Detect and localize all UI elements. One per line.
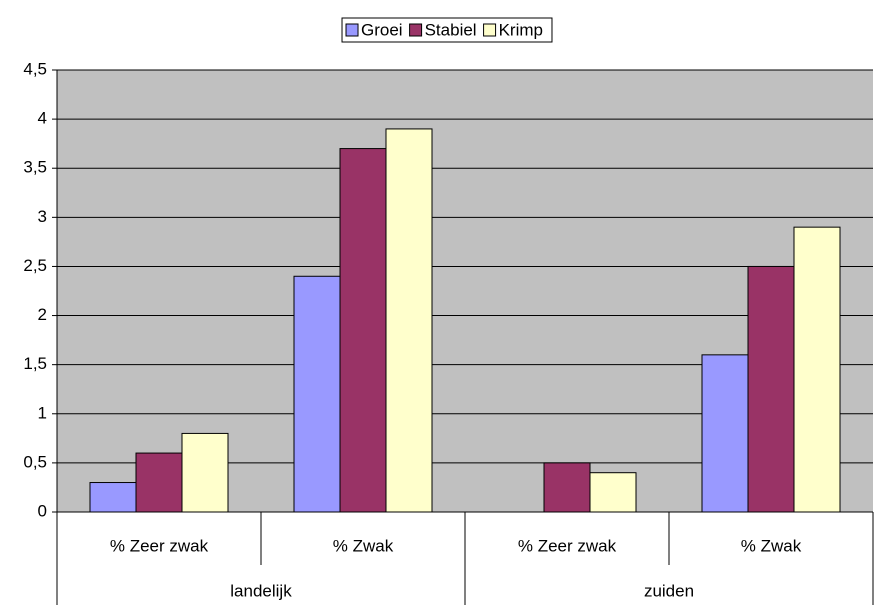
legend-swatch bbox=[483, 23, 497, 37]
legend-box bbox=[341, 17, 553, 43]
legend-swatch bbox=[345, 23, 359, 37]
y-tick-label: 0,5 bbox=[23, 452, 47, 471]
y-tick-label: 0 bbox=[38, 501, 47, 520]
y-tick-label: 4 bbox=[38, 109, 47, 128]
group-label: landelijk bbox=[230, 581, 292, 600]
y-tick-label: 3 bbox=[38, 207, 47, 226]
bar bbox=[589, 472, 637, 513]
y-tick-label: 3,5 bbox=[23, 158, 47, 177]
bar bbox=[135, 452, 183, 513]
y-tick-label: 2 bbox=[38, 305, 47, 324]
y-tick-label: 1 bbox=[38, 403, 47, 422]
group-label: zuiden bbox=[644, 581, 694, 600]
x-tick-label: % Zwak bbox=[741, 536, 802, 555]
y-tick-label: 2,5 bbox=[23, 256, 47, 275]
bar bbox=[89, 482, 137, 513]
bar bbox=[747, 265, 795, 513]
bar bbox=[293, 275, 341, 513]
x-tick-label: % Zeer zwak bbox=[518, 536, 617, 555]
bar bbox=[793, 226, 841, 513]
legend-label: Stabiel bbox=[425, 20, 477, 39]
legend-label: Groei bbox=[361, 20, 403, 39]
bar bbox=[701, 354, 749, 513]
bar bbox=[181, 432, 229, 513]
y-tick-label: 1,5 bbox=[23, 354, 47, 373]
bar bbox=[339, 148, 387, 513]
y-tick-label: 4,5 bbox=[23, 59, 47, 78]
bar bbox=[543, 462, 591, 513]
legend-label: Krimp bbox=[499, 20, 543, 39]
x-tick-label: % Zeer zwak bbox=[110, 536, 209, 555]
legend-swatch bbox=[409, 23, 423, 37]
x-tick-label: % Zwak bbox=[333, 536, 394, 555]
bar bbox=[385, 128, 433, 513]
